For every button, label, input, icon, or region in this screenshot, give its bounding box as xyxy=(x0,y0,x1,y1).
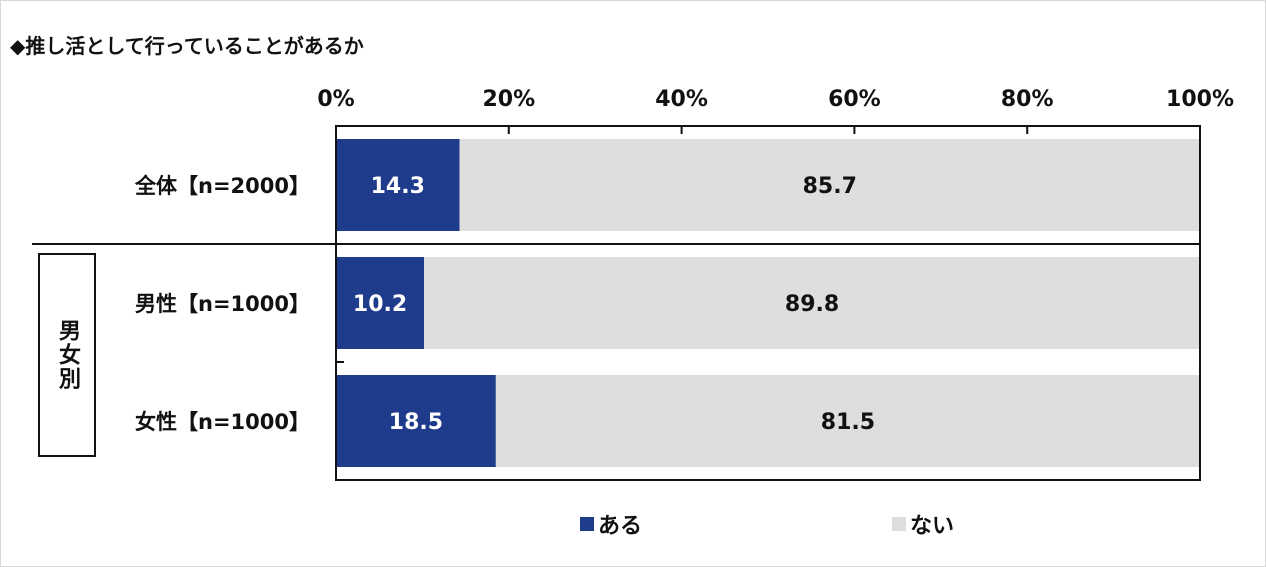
x-tick-label-0: 0% xyxy=(317,87,354,112)
plot-border xyxy=(335,125,1201,481)
bar-nai-0 xyxy=(459,139,1200,231)
bar-aru-2 xyxy=(336,375,496,467)
data-label-nai-2: 81.5 xyxy=(821,410,875,435)
data-label-aru-1: 10.2 xyxy=(353,292,407,317)
bar-aru-1 xyxy=(336,257,425,349)
bar-aru-0 xyxy=(336,139,460,231)
legend-label-nai: ない xyxy=(910,514,955,539)
x-tick-label-1: 20% xyxy=(482,87,535,112)
legend-item-aru: ある xyxy=(580,508,642,540)
x-tick-label-4: 80% xyxy=(1001,87,1054,112)
data-label-aru-0: 14.3 xyxy=(371,174,425,199)
legend: ある ない xyxy=(0,508,1266,540)
chart-title: ◆推し活として行っていることがあるか xyxy=(10,34,364,58)
legend-item-nai: ない xyxy=(892,508,954,540)
x-tick-label-3: 60% xyxy=(828,87,881,112)
group-label-box: 男女別 xyxy=(38,253,96,457)
x-tick-label-2: 40% xyxy=(655,87,708,112)
x-tick-label-5: 100% xyxy=(1166,87,1234,112)
bar-nai-2 xyxy=(495,375,1201,467)
bar-nai-1 xyxy=(424,257,1200,349)
data-label-aru-2: 18.5 xyxy=(389,410,443,435)
category-label-1: 男性【n=1000】 xyxy=(135,292,310,316)
group-label: 男女別 xyxy=(55,319,80,391)
legend-swatch-aru xyxy=(580,517,594,531)
legend-label-aru: ある xyxy=(598,514,643,539)
category-label-0: 全体【n=2000】 xyxy=(134,174,310,198)
data-label-nai-1: 89.8 xyxy=(785,292,839,317)
category-label-2: 女性【n=1000】 xyxy=(135,410,310,434)
data-label-nai-0: 85.7 xyxy=(803,174,857,199)
legend-swatch-nai xyxy=(892,517,906,531)
